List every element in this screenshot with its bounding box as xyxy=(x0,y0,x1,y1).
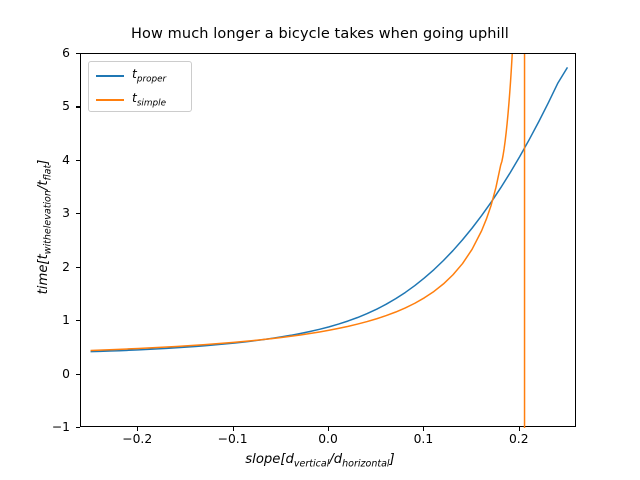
y-tick-label: 2 xyxy=(62,259,70,274)
x-label-num-base: d xyxy=(285,452,294,467)
series-line-t-proper xyxy=(90,66,569,353)
x-label-den-sub: horizontal xyxy=(342,458,390,470)
y-tick-label: 0 xyxy=(62,366,70,381)
x-label-den-base: d xyxy=(333,452,343,467)
x-axis-label: slope[dvertical/dhorizontal] xyxy=(0,452,640,470)
x-tick-mark xyxy=(137,427,139,431)
x-label-num-sub: vertical xyxy=(293,458,330,470)
x-tick-label: 0.1 xyxy=(413,432,434,446)
y-tick-mark xyxy=(76,373,80,375)
plot-curves xyxy=(90,54,569,428)
y-tick-label: 5 xyxy=(62,99,70,114)
y-tick-mark xyxy=(76,427,80,429)
x-tick-mark xyxy=(328,427,330,431)
x-tick-mark xyxy=(423,427,425,431)
x-label-main: slope xyxy=(245,452,281,467)
plot-axes-area xyxy=(80,53,576,428)
x-tick-label: 0.0 xyxy=(318,432,338,446)
legend-label: tsimple xyxy=(132,91,167,109)
y-label-divider: / xyxy=(36,185,51,191)
y-tick-mark xyxy=(76,106,80,108)
x-tick-label: −0.1 xyxy=(217,432,248,446)
series-line-t-simple xyxy=(90,54,513,352)
x-tick-mark xyxy=(518,427,520,431)
y-tick-label: 3 xyxy=(62,206,70,221)
y-tick-label: 1 xyxy=(62,313,70,328)
legend-color-swatch xyxy=(96,74,124,78)
y-tick-mark xyxy=(76,159,80,161)
x-tick-label: 0.2 xyxy=(508,432,529,446)
x-label-close: ] xyxy=(389,452,395,467)
legend-color-swatch xyxy=(96,98,124,102)
y-tick-label: 4 xyxy=(62,152,70,167)
chart-title: How much longer a bicycle takes when goi… xyxy=(131,26,509,42)
legend-entry: tproper xyxy=(89,64,191,88)
x-label-divider: / xyxy=(329,452,334,467)
y-label-close: ] xyxy=(36,159,51,165)
x-label-open: [ xyxy=(280,452,286,467)
y-tick-mark xyxy=(76,266,80,268)
x-tick-label: −0.2 xyxy=(122,432,153,446)
y-label-den-sub: flat xyxy=(42,164,54,181)
legend-entry: tsimple xyxy=(89,88,191,112)
y-tick-label: 6 xyxy=(62,46,70,60)
y-tick-mark xyxy=(76,53,80,55)
legend-label: tproper xyxy=(132,67,167,85)
y-label-num-base: t xyxy=(36,254,51,260)
y-label-den-base: t xyxy=(36,180,51,186)
y-axis-label: time[twithelevation/tflat] xyxy=(36,40,54,414)
chart-legend: tproper tsimple xyxy=(88,61,192,112)
y-tick-mark xyxy=(76,213,80,215)
x-tick-mark xyxy=(232,427,234,431)
y-label-num-sub: withelevation xyxy=(42,190,54,255)
y-tick-mark xyxy=(76,320,80,322)
y-label-open: [ xyxy=(36,259,51,265)
y-tick-label: −1 xyxy=(51,420,70,434)
y-label-main: time xyxy=(36,264,51,295)
